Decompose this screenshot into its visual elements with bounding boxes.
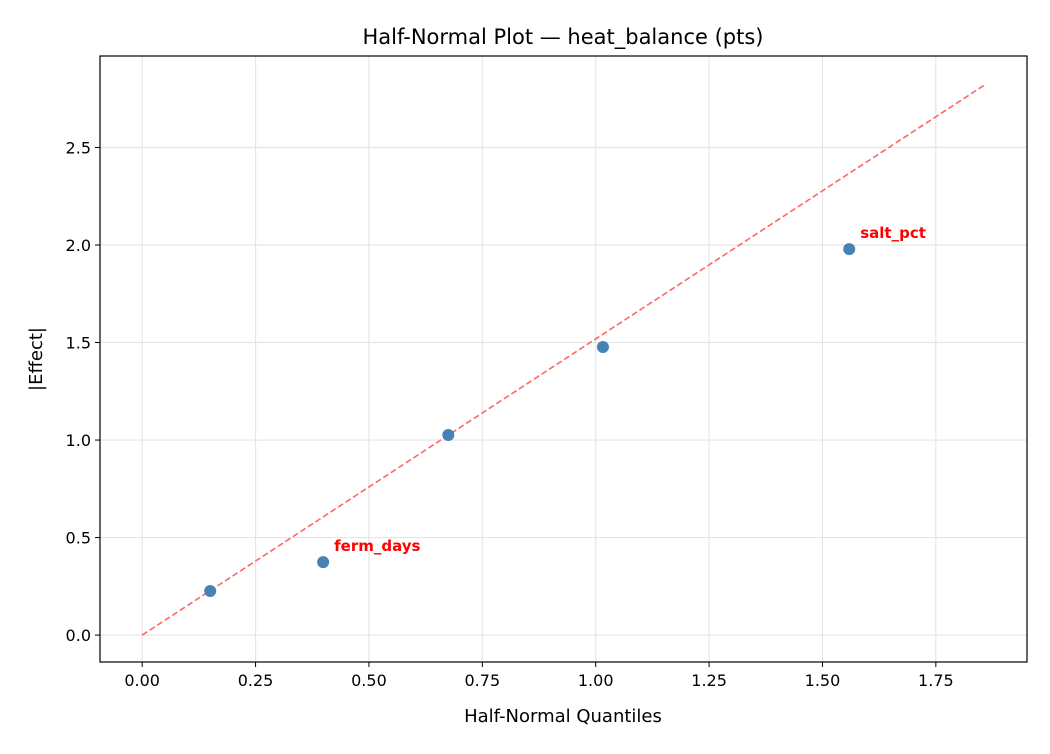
point-label: salt_pct: [860, 224, 926, 242]
y-tick-label: 0.0: [66, 626, 91, 645]
points-group: ferm_days salt_pct: [204, 224, 926, 598]
x-tick-label: 0.25: [238, 671, 274, 690]
y-tick-label: 2.0: [66, 236, 91, 255]
data-point: [442, 428, 455, 441]
data-point: [843, 243, 856, 256]
x-tick-label: 1.50: [805, 671, 841, 690]
y-tick-label: 0.5: [66, 529, 91, 548]
x-tick-label: 0.00: [124, 671, 160, 690]
data-point: [317, 556, 330, 569]
x-axis-label: Half-Normal Quantiles: [464, 706, 662, 727]
data-point: [596, 341, 609, 354]
x-axis: 0.00 0.25 0.50 0.75 1.00 1.25 1.50 1.75: [124, 662, 954, 690]
x-tick-label: 1.75: [918, 671, 954, 690]
y-tick-label: 1.5: [66, 334, 91, 353]
y-tick-label: 1.0: [66, 431, 91, 450]
x-tick-label: 0.75: [465, 671, 501, 690]
data-point: [204, 585, 217, 598]
x-tick-label: 0.50: [351, 671, 387, 690]
chart-title: Half-Normal Plot — heat_balance (pts): [363, 25, 764, 50]
y-axis: 0.0 0.5 1.0 1.5 2.0 2.5: [66, 138, 100, 645]
reference-line-group: [141, 83, 987, 636]
y-tick-label: 2.5: [66, 138, 91, 157]
point-label: ferm_days: [334, 537, 420, 555]
x-tick-label: 1.25: [691, 671, 727, 690]
y-axis-label: |Effect|: [26, 327, 47, 391]
x-tick-label: 1.00: [578, 671, 614, 690]
grid: [100, 56, 1027, 662]
plot-frame: [99, 55, 1028, 663]
reference-line: [141, 83, 987, 636]
